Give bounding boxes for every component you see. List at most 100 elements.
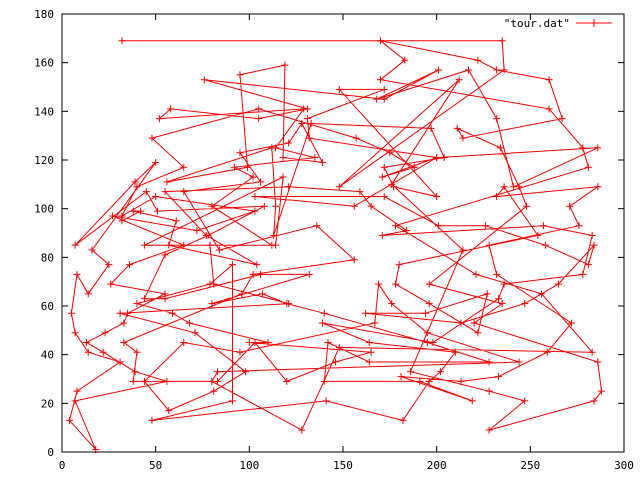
tour-point — [318, 319, 326, 327]
tour-point — [230, 163, 238, 171]
tour-point — [425, 280, 433, 288]
tour-point — [579, 144, 587, 152]
tour-point — [391, 280, 399, 288]
tour-point — [120, 339, 128, 346]
tour-point — [163, 377, 171, 385]
tour-point — [71, 241, 79, 249]
tour-point — [163, 178, 171, 186]
tour-point — [140, 241, 148, 249]
tour-point — [335, 343, 343, 351]
tour-point — [109, 212, 117, 220]
tour-point — [493, 66, 501, 74]
tour-point — [180, 241, 188, 249]
tour-point — [129, 207, 137, 215]
tour-point — [320, 377, 328, 385]
tour-point — [378, 231, 386, 239]
tour-point — [433, 193, 441, 200]
tour-point — [161, 188, 169, 196]
tour-point — [270, 231, 278, 239]
tour-point — [193, 227, 201, 235]
tour-path — [68, 40, 603, 450]
tour-point — [521, 397, 529, 405]
tour-point — [378, 173, 386, 181]
tour-point — [498, 300, 506, 308]
tour-point — [335, 183, 343, 191]
tour-point — [584, 163, 592, 171]
y-tick-label: 100 — [34, 203, 54, 216]
tour-point — [350, 256, 358, 264]
tour-point — [303, 105, 311, 113]
tour-point — [376, 76, 384, 84]
tour-point — [332, 358, 340, 366]
tour-point — [367, 348, 375, 356]
tour-point — [584, 261, 592, 269]
tour-point — [180, 188, 188, 196]
tour-point — [73, 270, 81, 278]
tour-point — [255, 115, 263, 123]
tour-point — [509, 183, 517, 191]
tour-point — [494, 373, 502, 381]
tour-point — [118, 217, 126, 225]
tour-point — [416, 377, 424, 385]
y-axis: 0 20 40 60 80 100 120 140 160 180 — [34, 8, 624, 459]
tour-point — [538, 290, 546, 298]
tour-point — [236, 71, 244, 79]
tour-point — [279, 173, 287, 181]
tour-point — [67, 309, 75, 317]
tour-point — [436, 368, 444, 376]
tour-point — [258, 290, 266, 298]
tour-point — [107, 280, 115, 288]
tour-point — [322, 397, 330, 405]
tour-point — [496, 144, 504, 152]
tour-point — [598, 387, 606, 395]
tour-point — [213, 368, 221, 376]
y-tick-label: 180 — [34, 8, 54, 21]
tour-point — [281, 61, 289, 69]
tour-point — [558, 115, 566, 123]
tour-point — [579, 270, 587, 278]
tour-point — [305, 134, 313, 142]
tour-point — [245, 339, 253, 346]
tour-point — [257, 178, 265, 186]
tour-point — [118, 37, 126, 45]
tour-point — [152, 158, 160, 166]
tour-point — [455, 76, 463, 84]
tour-point — [213, 377, 221, 385]
tour-point — [180, 339, 188, 346]
tour-point — [206, 280, 214, 288]
tour-point — [474, 56, 482, 64]
tour-point — [303, 115, 311, 123]
tour-point — [406, 368, 414, 376]
tour-point — [298, 426, 306, 434]
x-tick-label: 150 — [333, 459, 353, 472]
tour-point — [523, 202, 531, 210]
tour-point — [421, 309, 429, 317]
tour-point — [71, 397, 79, 405]
tour-point — [129, 377, 137, 385]
tour-point — [399, 416, 407, 424]
tour-point — [335, 85, 343, 93]
tour-point — [386, 149, 394, 157]
tour-point — [457, 377, 465, 385]
tour-point — [410, 163, 418, 171]
tour-point — [515, 358, 523, 366]
tour-point — [84, 348, 92, 356]
tour-point — [101, 329, 109, 337]
tour-point — [435, 222, 443, 230]
tour-point — [470, 319, 478, 327]
y-tick-label: 60 — [41, 300, 54, 313]
legend-label: "tour.dat" — [504, 17, 570, 30]
tour-point — [279, 154, 287, 162]
tour-point — [161, 251, 169, 259]
tour-point — [350, 202, 358, 210]
tour-point — [539, 222, 547, 230]
tour-point — [148, 416, 156, 424]
tour-point — [137, 207, 145, 215]
y-tick-label: 140 — [34, 105, 54, 118]
tour-point — [534, 231, 542, 239]
tour-point — [71, 329, 79, 337]
y-tick-label: 40 — [41, 349, 54, 362]
tour-point — [425, 377, 433, 385]
tour-point — [474, 329, 482, 337]
tour-point — [253, 261, 261, 269]
